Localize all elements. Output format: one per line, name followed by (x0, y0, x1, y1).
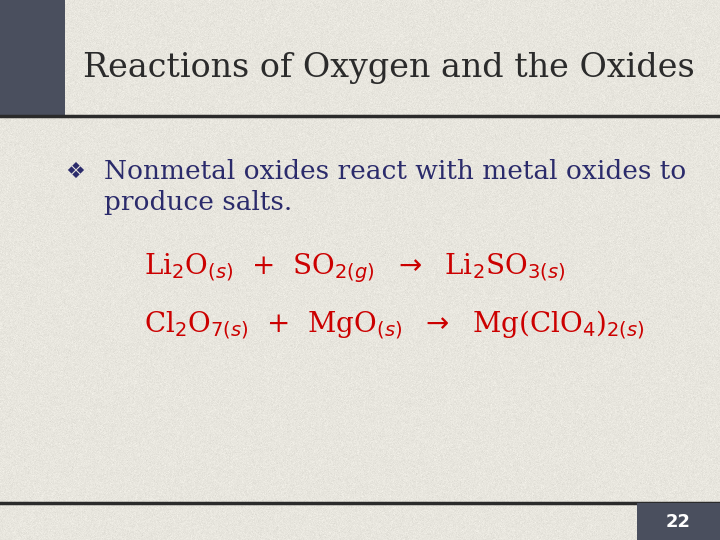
Text: Cl$_2$O$_{7(s)}$  +  MgO$_{(s)}$  $\rightarrow$  Mg(ClO$_4$)$_{2(s)}$: Cl$_2$O$_{7(s)}$ + MgO$_{(s)}$ $\rightar… (144, 308, 644, 341)
Text: Li$_2$O$_{(s)}$  +  SO$_{2(g)}$  $\rightarrow$  Li$_2$SO$_{3(s)}$: Li$_2$O$_{(s)}$ + SO$_{2(g)}$ $\rightarr… (144, 251, 565, 285)
Bar (0, 0, 65, 116)
Text: Nonmetal oxides react with metal oxides to: Nonmetal oxides react with metal oxides … (104, 159, 687, 184)
Text: 22: 22 (666, 512, 691, 531)
Text: ❖: ❖ (65, 162, 85, 182)
Text: Reactions of Oxygen and the Oxides: Reactions of Oxygen and the Oxides (83, 51, 695, 84)
Bar (637, 503, 720, 540)
Text: produce salts.: produce salts. (104, 190, 292, 215)
